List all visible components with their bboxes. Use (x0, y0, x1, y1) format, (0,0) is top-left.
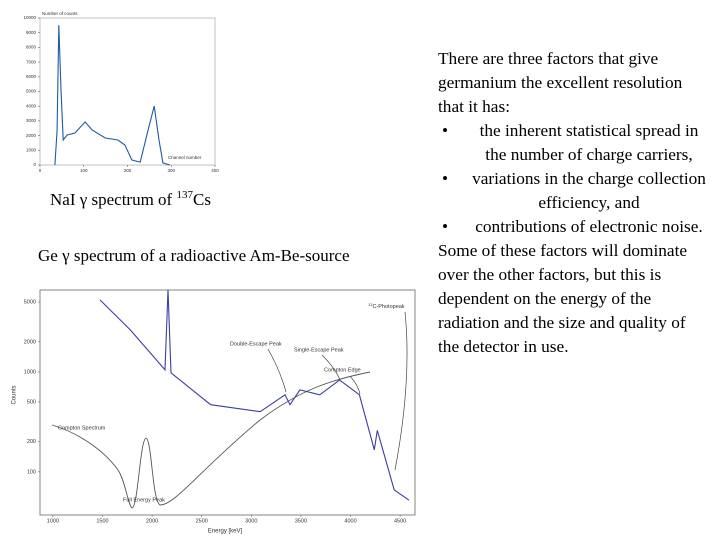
x-tick-label: 300 (167, 168, 175, 173)
text-part: Cs (193, 190, 211, 209)
arrows (267, 311, 408, 471)
x-axis-label: Channel number (168, 155, 202, 160)
annotation: Full Energy Peak (123, 497, 165, 503)
y-tick-label: 0 (33, 162, 36, 167)
arrow (321, 354, 341, 381)
annotation: Double-Escape Peak (230, 341, 282, 347)
spectrum-line (54, 25, 171, 166)
y-tick-label: 8000 (26, 45, 37, 50)
chart-title: Ge γ spectrum of a radioactive Am-Be-sou… (38, 246, 350, 265)
y-tick-label: 6000 (26, 74, 37, 79)
y-axis-label: Counts (12, 385, 18, 404)
y-tick-label: 9000 (26, 30, 37, 35)
x-tick-label: 3500 (295, 518, 307, 524)
x-tick-label: 1000 (47, 518, 59, 524)
y-tick-label: 1000 (24, 369, 36, 375)
y-tick-label: 1000 (26, 147, 37, 152)
x-axis-label: Energy [keV] (208, 529, 243, 535)
arrow (267, 348, 287, 393)
x-tick-label: 3000 (245, 518, 257, 524)
y-tick-label: 2000 (26, 133, 37, 138)
schematic-curve (51, 371, 371, 509)
ge-frame (39, 289, 416, 516)
arrow (349, 375, 361, 395)
annotation: Single-Escape Peak (294, 347, 344, 353)
annotation: 12C-Photopeak (368, 302, 405, 310)
x-tick-label: 2500 (196, 518, 208, 524)
x-tick-label: 100 (80, 168, 88, 173)
annotation: Compton Spectrum (58, 425, 106, 431)
arrow (394, 311, 408, 471)
spectrum-line (99, 289, 410, 501)
x-tick-label: 2000 (146, 518, 158, 524)
x-tick-label: 4500 (394, 518, 406, 524)
intro: There are three factors that give german… (438, 49, 683, 116)
bullet: contributions of electronic noise. (442, 215, 710, 239)
text-part: 137 (176, 189, 193, 201)
text-part: 12 (368, 302, 373, 307)
y-tick-label: 200 (27, 439, 36, 445)
y-tick-label: 100 (27, 469, 36, 475)
y-tick-label: 4000 (26, 103, 37, 108)
y-tick-label: 3000 (26, 118, 37, 123)
annotation: Compton Edge (324, 367, 361, 373)
y-tick-label: 5000 (24, 300, 36, 306)
text-part: C-Photopeak (372, 304, 404, 310)
outro: Some of these factors will dominate over… (438, 241, 688, 356)
text-part: NaI γ spectrum of (50, 190, 176, 209)
x-tick-label: 4000 (344, 518, 356, 524)
bullet-list: the inherent statistical spread in the n… (438, 119, 710, 239)
y-tick-label: 10000 (23, 15, 36, 20)
x-tick-label: 400 (211, 168, 219, 173)
x-tick-label: 1500 (96, 518, 108, 524)
y-tick-label: 500 (27, 399, 36, 405)
bullet: the inherent statistical spread in the n… (442, 119, 710, 167)
y-tick-label: 2000 (24, 339, 36, 345)
y-axis-label: Number of counts (42, 11, 78, 16)
nai-frame (39, 17, 216, 166)
y-tick-label: 5000 (26, 89, 37, 94)
y-tick-label: 7000 (26, 59, 37, 64)
x-tick-label: 0 (39, 168, 42, 173)
side-text: There are three factors that give german… (438, 47, 710, 359)
chart-title: NaI γ spectrum of 137Cs (50, 189, 211, 209)
x-tick-label: 200 (124, 168, 132, 173)
bullet: variations in the charge collection effi… (442, 167, 710, 215)
